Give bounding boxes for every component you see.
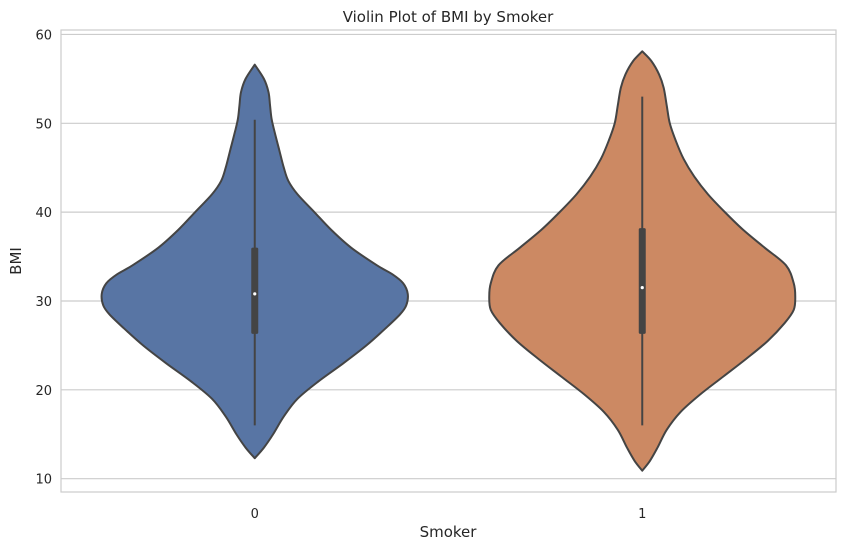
- y-tick-labels: 10 20 30 40 50 60: [35, 28, 52, 487]
- x-axis-label: Smoker: [420, 523, 478, 541]
- violin-0: [100, 63, 409, 460]
- y-tick-label: 30: [35, 295, 52, 310]
- y-tick-label: 10: [35, 473, 52, 488]
- y-tick-label: 20: [35, 384, 52, 399]
- chart-title: Violin Plot of BMI by Smoker: [343, 8, 554, 26]
- y-tick-label: 60: [35, 28, 52, 43]
- y-axis-label: BMI: [7, 247, 25, 275]
- y-tick-label: 40: [35, 206, 52, 221]
- violin-median-point: [253, 292, 257, 296]
- plot-frame: [60, 29, 837, 493]
- violin-1: [488, 50, 797, 472]
- violin-median-point: [640, 286, 644, 290]
- y-tick-label: 50: [35, 117, 52, 132]
- x-tick-label: 1: [638, 507, 646, 522]
- violin-iqr-box: [251, 247, 259, 334]
- violin-iqr-box: [638, 228, 646, 334]
- violins: [100, 50, 797, 472]
- x-tick-label: 0: [251, 507, 259, 522]
